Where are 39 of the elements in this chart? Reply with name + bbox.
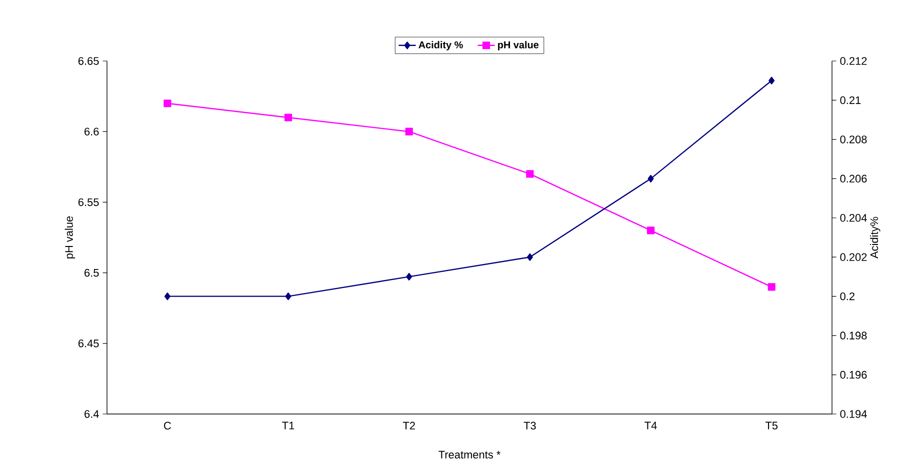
y2-tick-label: 0.194 — [840, 410, 867, 418]
x-tick-label: T2 — [402, 422, 415, 430]
point — [768, 76, 775, 84]
point — [768, 283, 776, 291]
x-axis-title: Treatments * — [438, 450, 500, 459]
point — [285, 292, 292, 300]
y-tick-label: 6.55 — [78, 198, 99, 206]
y2-tick-label: 0.21 — [840, 96, 861, 104]
x-tick-label: T1 — [282, 422, 294, 430]
y2-tick-label: 0.202 — [840, 253, 867, 261]
x-tick-label: C — [164, 422, 171, 430]
x-tick-label: T3 — [524, 422, 536, 430]
y2-tick-label: 0.212 — [840, 57, 867, 65]
point — [164, 100, 172, 108]
x-tick-label: T4 — [644, 422, 657, 430]
y2-tick-label: 0.208 — [840, 136, 867, 144]
y2-tick-label: 0.196 — [840, 370, 867, 379]
y-tick-label: 6.4 — [84, 410, 99, 418]
y-tick-label: 6.65 — [78, 57, 99, 65]
point — [164, 292, 170, 300]
x-tick-label: T5 — [765, 422, 778, 430]
point — [405, 128, 413, 136]
point — [284, 114, 292, 122]
y2-tick-label: 0.204 — [840, 214, 867, 222]
point — [406, 272, 412, 281]
legend-label: Acidity % — [418, 41, 463, 50]
y2-tick-label: 0.206 — [840, 174, 867, 183]
y2-axis-title: Acidity% — [870, 216, 880, 258]
y-tick-label: 6.6 — [84, 128, 99, 136]
y2-tick-label: 0.198 — [840, 332, 867, 340]
y-tick-label: 6.45 — [78, 340, 99, 348]
y-tick-label: 6.5 — [84, 268, 99, 277]
point — [526, 170, 534, 178]
point — [526, 253, 533, 261]
y2-tick-label: 0.2 — [840, 292, 854, 300]
point — [648, 174, 654, 182]
y-axis-title: pH value — [64, 216, 76, 258]
legend-label: pH value — [498, 41, 539, 50]
point — [646, 226, 655, 234]
